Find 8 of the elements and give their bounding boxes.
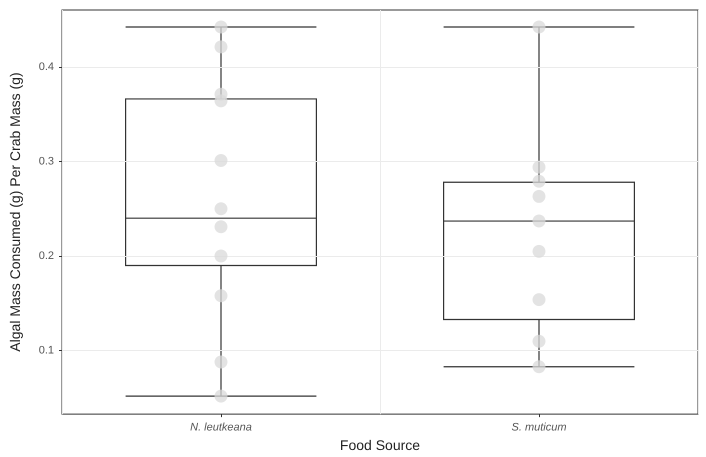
y-tick-label: 0.1	[38, 344, 54, 357]
y-axis-title: Algal Mass Consumed (g) Per Crab Mass (g)	[7, 72, 23, 352]
y-tick-label: 0.4	[38, 60, 54, 73]
y-tick-label: 0.3	[38, 155, 54, 168]
x-tick-label: S. muticum	[511, 422, 567, 434]
y-tick-label: 0.2	[38, 250, 54, 262]
x-axis-title: Food Source	[340, 437, 420, 453]
x-tick-label: N. leutkeana	[190, 422, 252, 434]
